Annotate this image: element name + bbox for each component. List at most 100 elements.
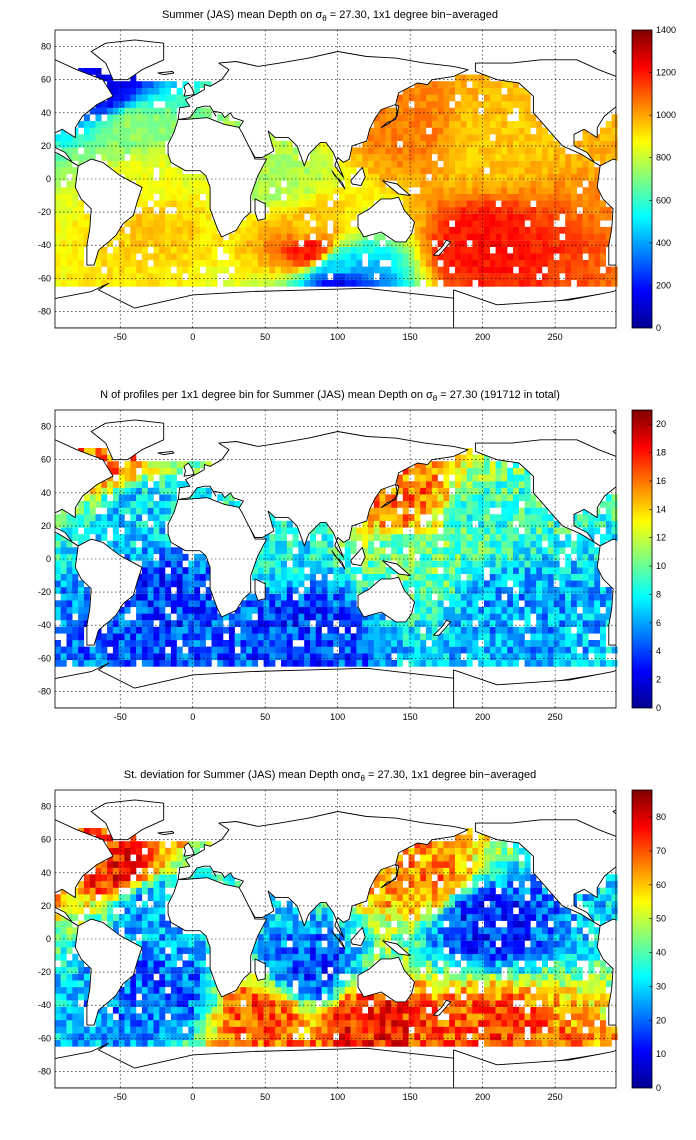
heatmap-cell [165,847,172,855]
heatmap-cell [147,940,154,948]
heatmap-cell [385,266,392,274]
heatmap-cell [344,626,351,634]
heatmap-cell [170,461,177,468]
heatmap-cell [95,633,102,641]
heatmap-cell [118,1039,125,1047]
heatmap-cell [611,147,618,155]
heatmap-cell [571,606,577,614]
heatmap-cell [89,653,96,661]
heatmap-cell [559,173,566,181]
heatmap-cell [408,207,415,214]
heatmap-cell [234,279,241,287]
heatmap-cell [350,246,357,254]
heatmap-cell [170,653,177,661]
heatmap-cell [455,213,461,221]
heatmap-cell [339,246,345,254]
heatmap-cell [112,1033,119,1041]
heatmap-cell [426,87,432,95]
heatmap-cell [594,593,601,601]
heatmap-cell [547,180,554,188]
heatmap-cell [489,233,496,241]
heatmap-cell [310,567,316,574]
heatmap-cell [466,94,473,102]
heatmap-cell [414,87,421,95]
heatmap-cell [130,173,137,181]
heatmap-cell [118,993,125,1001]
heatmap-cell [402,620,409,627]
heatmap-cell [449,167,456,175]
heatmap-cell [507,653,514,661]
heatmap-cell [252,240,258,247]
heatmap-cell [391,626,398,634]
heatmap-cell [257,1033,264,1041]
heatmap-cell [159,593,166,601]
heatmap-cell [460,273,467,281]
heatmap-cell [397,127,403,135]
heatmap-cell [124,986,131,994]
heatmap-cell [182,193,189,201]
heatmap-cell [130,980,137,988]
y-tick-label: 20 [41,521,51,531]
heatmap-cell [118,534,125,541]
heatmap-cell [66,993,73,1001]
heatmap-cell [228,246,235,254]
heatmap-cell [153,993,160,1001]
heatmap-cell [414,233,421,241]
heatmap-cell [373,173,380,181]
heatmap-cell [315,220,322,228]
heatmap-cell [437,553,444,561]
heatmap-cell [588,154,595,161]
heatmap-cell [153,81,160,88]
heatmap-cell [298,233,305,241]
heatmap-cell [83,114,90,122]
heatmap-cell [478,220,485,228]
heatmap-cell [211,1000,218,1007]
heatmap-cell [281,606,287,614]
heatmap-cell [101,653,108,661]
heatmap-cell [165,613,172,621]
heatmap-cell [565,187,572,194]
heatmap-cell [246,646,253,654]
heatmap-cell [124,980,131,988]
heatmap-cell [252,646,258,654]
heatmap-cell [472,587,479,594]
heatmap-cell [368,547,374,555]
heatmap-cell [147,140,154,148]
heatmap-cell [153,580,160,588]
heatmap-cell [489,273,496,281]
heatmap-cell [153,114,160,122]
heatmap-cell [391,279,398,287]
heatmap-cell [153,874,160,882]
heatmap-cell [397,527,403,535]
heatmap-cell [223,260,230,267]
heatmap-cell [286,220,293,228]
heatmap-cell [136,553,143,561]
heatmap-cell [194,240,201,247]
heatmap-cell [431,279,438,287]
heatmap-cell [165,861,172,868]
heatmap-cell [257,1020,264,1027]
heatmap-cell [101,900,108,908]
heatmap-cell [298,266,305,274]
heatmap-cell [170,980,177,988]
heatmap-cell [582,606,589,614]
heatmap-cell [147,653,154,661]
heatmap-cell [495,461,502,468]
heatmap-cell [269,134,276,141]
heatmap-cell [66,933,73,941]
heatmap-cell [547,659,554,667]
heatmap-cell [582,134,589,141]
heatmap-cell [281,173,287,181]
heatmap-cell [588,226,595,234]
heatmap-cell [402,553,409,561]
heatmap-cell [72,154,79,161]
heatmap-cell [576,154,583,161]
heatmap-cell [257,193,264,201]
heatmap-cell [176,980,183,988]
heatmap-cell [495,233,502,241]
heatmap-cell [83,828,90,835]
heatmap-cell [466,573,473,581]
heatmap-cell [489,613,496,621]
heatmap-cell [136,861,143,868]
heatmap-cell [600,240,606,247]
